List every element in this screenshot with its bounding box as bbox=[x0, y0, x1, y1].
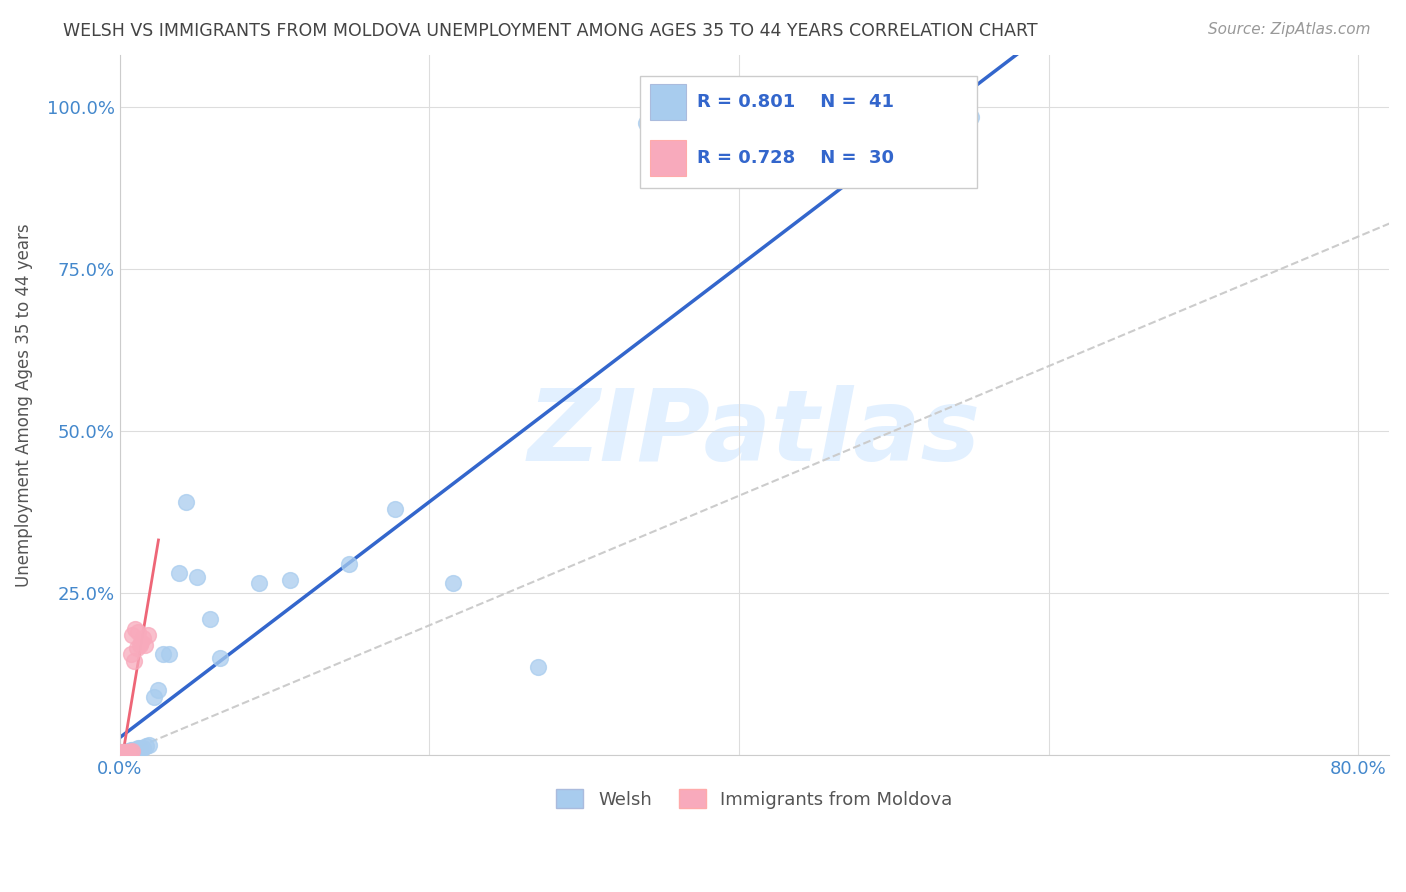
Text: Source: ZipAtlas.com: Source: ZipAtlas.com bbox=[1208, 22, 1371, 37]
Point bbox=[125, 742, 148, 756]
Point bbox=[112, 745, 135, 759]
Point bbox=[111, 745, 134, 759]
Point bbox=[128, 638, 150, 652]
Point bbox=[148, 683, 170, 698]
Point bbox=[110, 747, 132, 761]
Point bbox=[127, 741, 149, 756]
Text: R = 0.801    N =  41: R = 0.801 N = 41 bbox=[697, 93, 894, 111]
Point bbox=[132, 632, 155, 646]
Point bbox=[110, 745, 132, 759]
Point bbox=[118, 744, 141, 758]
Point bbox=[186, 570, 208, 584]
Point bbox=[117, 745, 139, 759]
Point bbox=[120, 743, 142, 757]
Point bbox=[278, 573, 301, 587]
Point bbox=[111, 747, 134, 761]
Text: WELSH VS IMMIGRANTS FROM MOLDOVA UNEMPLOYMENT AMONG AGES 35 TO 44 YEARS CORRELAT: WELSH VS IMMIGRANTS FROM MOLDOVA UNEMPLO… bbox=[63, 22, 1038, 40]
Point bbox=[247, 576, 270, 591]
Point bbox=[115, 746, 138, 760]
Point bbox=[636, 116, 658, 130]
Point bbox=[125, 640, 148, 655]
Point bbox=[121, 628, 143, 642]
Point bbox=[384, 501, 406, 516]
Point bbox=[152, 648, 174, 662]
Point bbox=[120, 648, 142, 662]
Point bbox=[112, 745, 135, 759]
Point bbox=[118, 745, 141, 759]
Point bbox=[124, 622, 146, 636]
Point bbox=[157, 648, 180, 662]
Point bbox=[142, 690, 165, 704]
Point bbox=[115, 745, 138, 759]
Bar bbox=[651, 84, 686, 120]
Point bbox=[112, 746, 135, 760]
Point bbox=[115, 745, 138, 759]
Point bbox=[441, 576, 464, 591]
Point bbox=[111, 746, 134, 760]
Text: R = 0.728    N =  30: R = 0.728 N = 30 bbox=[697, 149, 894, 167]
Point bbox=[112, 746, 135, 760]
Point bbox=[110, 747, 132, 761]
Point bbox=[526, 660, 548, 674]
Point bbox=[120, 744, 142, 758]
Point bbox=[209, 650, 232, 665]
Point bbox=[176, 495, 198, 509]
Point bbox=[111, 747, 134, 761]
Point bbox=[121, 744, 143, 758]
Point bbox=[112, 746, 135, 760]
Point bbox=[117, 745, 139, 759]
Point bbox=[136, 628, 159, 642]
Point bbox=[117, 745, 139, 759]
Bar bbox=[651, 140, 686, 177]
Point bbox=[134, 638, 156, 652]
Point bbox=[127, 624, 149, 639]
Point bbox=[132, 740, 155, 755]
Point bbox=[110, 746, 132, 760]
Point bbox=[110, 747, 132, 761]
Point bbox=[337, 557, 360, 571]
Point bbox=[122, 742, 145, 756]
Point bbox=[138, 738, 160, 752]
Point bbox=[122, 654, 145, 668]
Point bbox=[167, 566, 190, 581]
Bar bbox=[640, 76, 977, 188]
Legend: Welsh, Immigrants from Moldova: Welsh, Immigrants from Moldova bbox=[550, 782, 960, 816]
Point bbox=[198, 612, 221, 626]
Y-axis label: Unemployment Among Ages 35 to 44 years: Unemployment Among Ages 35 to 44 years bbox=[15, 223, 32, 587]
Point bbox=[124, 742, 146, 756]
Point bbox=[110, 747, 132, 762]
Text: ZIPatlas: ZIPatlas bbox=[527, 384, 981, 482]
Point bbox=[112, 747, 135, 761]
Point bbox=[111, 746, 134, 760]
Point bbox=[128, 741, 150, 756]
Point bbox=[118, 745, 141, 759]
Point bbox=[121, 743, 143, 757]
Point bbox=[960, 110, 983, 124]
Point bbox=[115, 746, 138, 760]
Point bbox=[135, 739, 157, 754]
Point bbox=[117, 745, 139, 759]
Point bbox=[115, 745, 138, 759]
Point bbox=[112, 745, 135, 759]
Point bbox=[120, 745, 142, 759]
Point bbox=[131, 634, 153, 648]
